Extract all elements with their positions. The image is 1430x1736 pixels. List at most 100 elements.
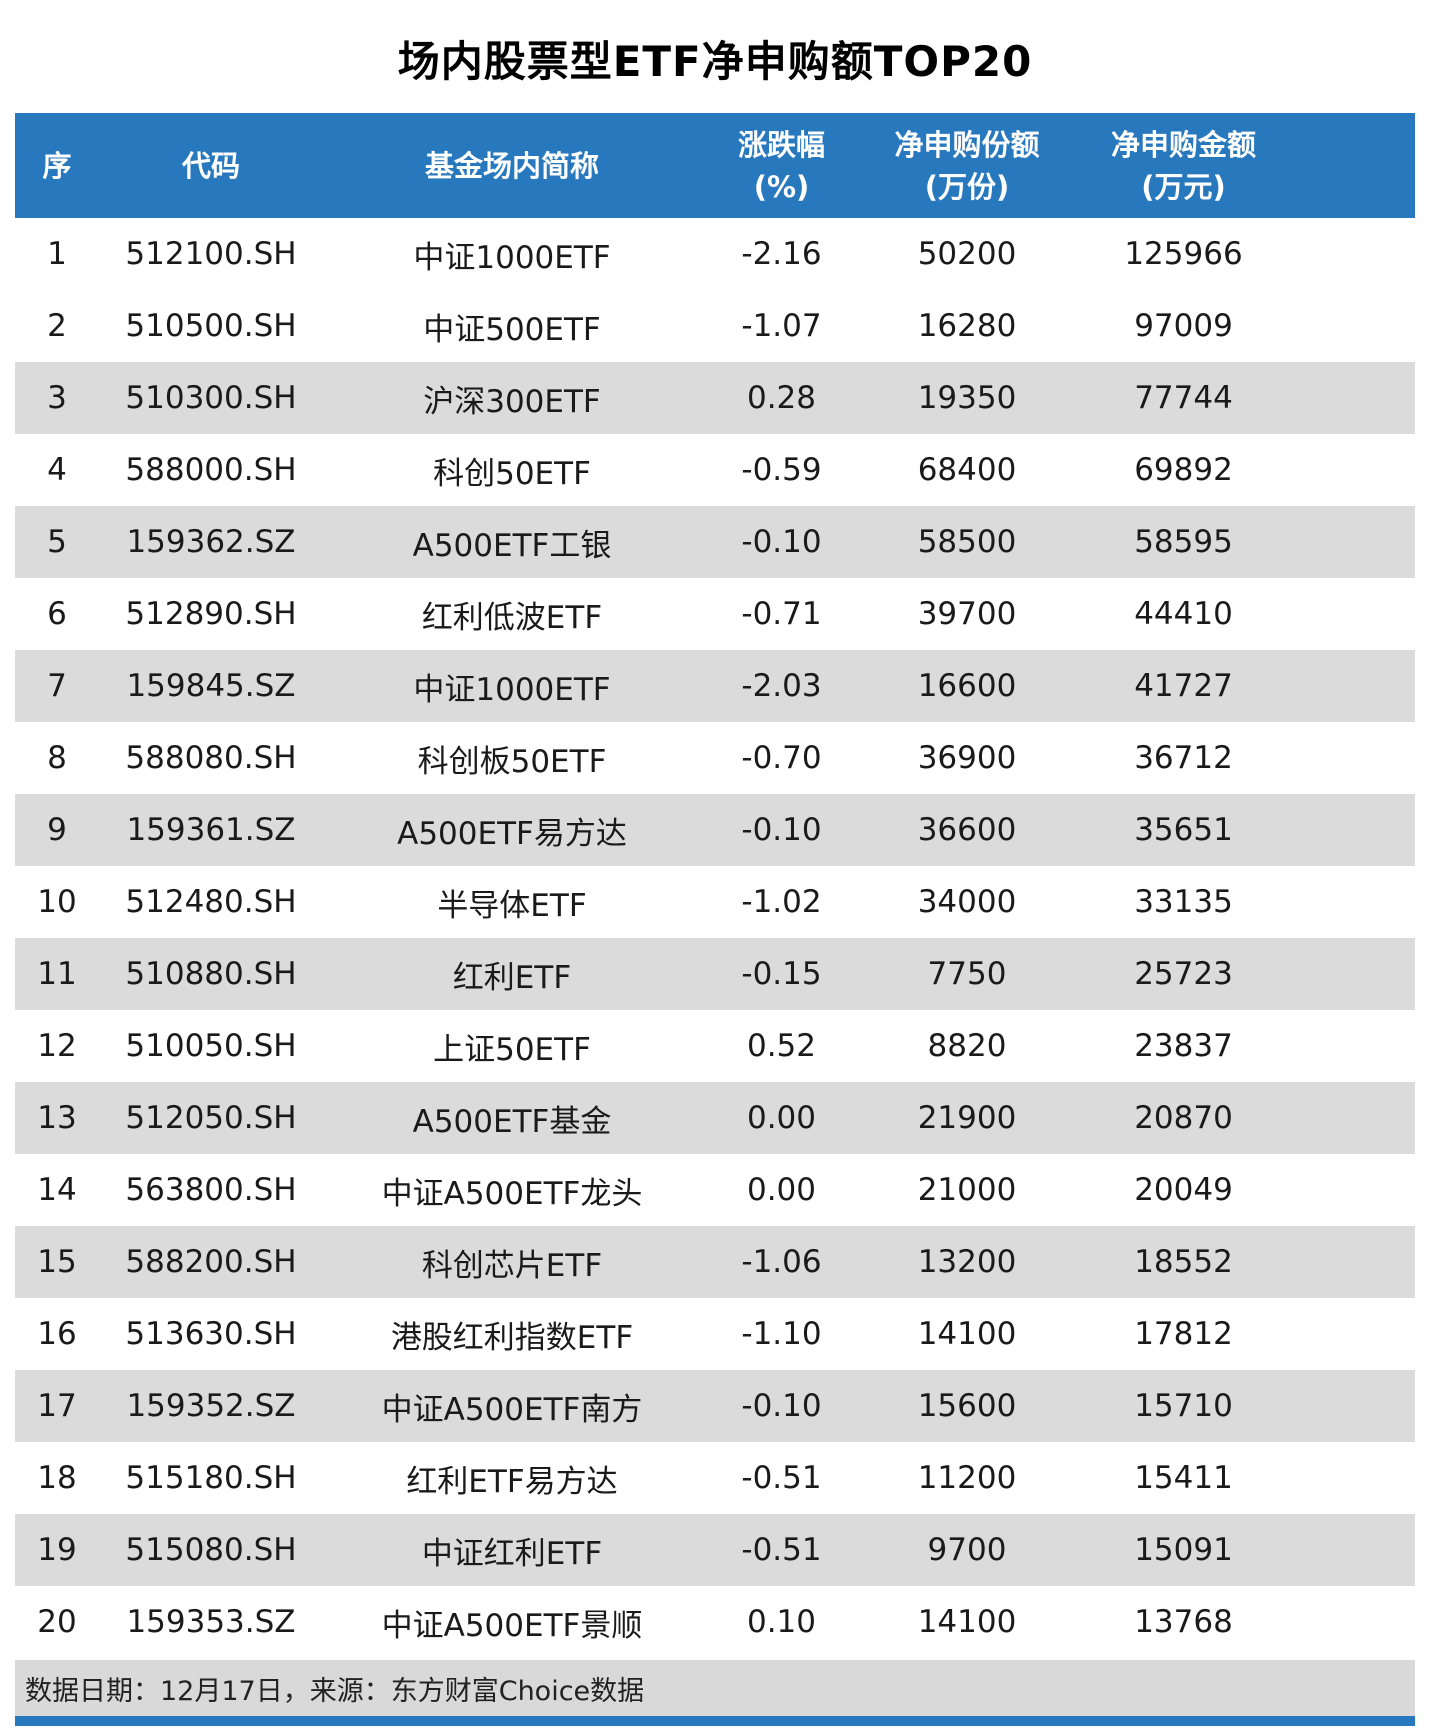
table-row: 2 510500.SH 中证500ETF -1.07 16280 97009 bbox=[15, 290, 1415, 362]
col-header-net-subscription-shares: 净申购份额 (万份) bbox=[862, 113, 1072, 218]
cell-change-pct: -0.51 bbox=[741, 1532, 822, 1568]
cell-code: 588080.SH bbox=[125, 740, 297, 776]
cell-shares: 16600 bbox=[917, 668, 1017, 704]
table-row: 10 512480.SH 半导体ETF -1.02 34000 33135 bbox=[15, 866, 1415, 938]
table-row: 12 510050.SH 上证50ETF 0.52 8820 23837 bbox=[15, 1010, 1415, 1082]
cell-change-pct: -0.10 bbox=[741, 812, 822, 848]
cell-change-pct: -0.71 bbox=[741, 596, 822, 632]
cell-rank: 8 bbox=[47, 740, 67, 776]
accent-divider bbox=[15, 1716, 1415, 1726]
cell-amount: 25723 bbox=[1134, 956, 1233, 992]
cell-rank: 9 bbox=[47, 812, 67, 848]
cell-fund-name: 红利ETF bbox=[452, 959, 572, 996]
cell-fund-name: A500ETF基金 bbox=[412, 1103, 612, 1140]
cell-amount: 41727 bbox=[1134, 668, 1233, 704]
cell-code: 510500.SH bbox=[125, 308, 297, 344]
table-row: 16 513630.SH 港股红利指数ETF -1.10 14100 17812 bbox=[15, 1298, 1415, 1370]
cell-shares: 36600 bbox=[917, 812, 1017, 848]
table-body: 1 512100.SH 中证1000ETF -2.16 50200 125966 2 5105… bbox=[15, 218, 1415, 1658]
cell-change-pct: -0.10 bbox=[741, 1388, 822, 1424]
cell-amount: 15411 bbox=[1134, 1460, 1233, 1496]
table-row: 13 512050.SH A500ETF基金 0.00 21900 20870 bbox=[15, 1082, 1415, 1154]
table-row: 15 588200.SH 科创芯片ETF -1.06 13200 18552 bbox=[15, 1226, 1415, 1298]
table-row: 6 512890.SH 红利低波ETF -0.71 39700 44410 bbox=[15, 578, 1415, 650]
table-row: 20 159353.SZ 中证A500ETF景顺 0.10 14100 13768 bbox=[15, 1586, 1415, 1658]
cell-rank: 10 bbox=[37, 884, 77, 920]
cell-amount: 13768 bbox=[1134, 1604, 1233, 1640]
table-header: 序 代码 基金场内简称 涨跌幅 (%) 净申购份额 (万份) 净申购金额 bbox=[15, 113, 1415, 218]
col-header-code: 代码 bbox=[99, 113, 323, 218]
cell-change-pct: -0.10 bbox=[741, 524, 822, 560]
cell-code: 510050.SH bbox=[125, 1028, 297, 1064]
cell-rank: 1 bbox=[47, 236, 67, 272]
cell-fund-name: A500ETF工银 bbox=[412, 527, 612, 564]
cell-fund-name: 沪深300ETF bbox=[423, 383, 601, 420]
col-header-rank: 序 bbox=[15, 113, 99, 218]
cell-code: 515080.SH bbox=[125, 1532, 297, 1568]
cell-change-pct: -1.07 bbox=[741, 308, 822, 344]
table-row: 4 588000.SH 科创50ETF -0.59 68400 69892 bbox=[15, 434, 1415, 506]
cell-amount: 58595 bbox=[1134, 524, 1233, 560]
table-row: 8 588080.SH 科创板50ETF -0.70 36900 36712 bbox=[15, 722, 1415, 794]
cell-rank: 6 bbox=[47, 596, 67, 632]
footer-note: 数据日期：12月17日，来源：东方财富Choice数据 bbox=[25, 1675, 645, 1707]
cell-shares: 21900 bbox=[917, 1100, 1017, 1136]
cell-change-pct: -0.15 bbox=[741, 956, 822, 992]
cell-code: 512480.SH bbox=[125, 884, 297, 920]
cell-rank: 5 bbox=[47, 524, 67, 560]
table-row: 17 159352.SZ 中证A500ETF南方 -0.10 15600 15710 bbox=[15, 1370, 1415, 1442]
cell-change-pct: -0.59 bbox=[741, 452, 822, 488]
header-row: 序 代码 基金场内简称 涨跌幅 (%) 净申购份额 (万份) 净申购金额 bbox=[15, 113, 1415, 218]
col-header-fund-name: 基金场内简称 bbox=[323, 113, 701, 218]
cell-rank: 2 bbox=[47, 308, 67, 344]
cell-fund-name: 中证A500ETF南方 bbox=[381, 1391, 643, 1428]
cell-rank: 19 bbox=[37, 1532, 77, 1568]
cell-fund-name: 中证A500ETF景顺 bbox=[381, 1607, 643, 1644]
cell-code: 515180.SH bbox=[125, 1460, 297, 1496]
table-row: 14 563800.SH 中证A500ETF龙头 0.00 21000 20049 bbox=[15, 1154, 1415, 1226]
cell-code: 510880.SH bbox=[125, 956, 297, 992]
cell-amount: 20049 bbox=[1134, 1172, 1233, 1208]
cell-change-pct: 0.00 bbox=[746, 1100, 817, 1136]
cell-rank: 18 bbox=[37, 1460, 77, 1496]
cell-rank: 3 bbox=[47, 380, 67, 416]
cell-amount: 77744 bbox=[1134, 380, 1233, 416]
table-row: 11 510880.SH 红利ETF -0.15 7750 25723 bbox=[15, 938, 1415, 1010]
cell-fund-name: 科创50ETF bbox=[433, 455, 591, 492]
etf-table: 序 代码 基金场内简称 涨跌幅 (%) 净申购份额 (万份) 净申购金额 bbox=[15, 113, 1415, 1658]
cell-fund-name: A500ETF易方达 bbox=[397, 815, 627, 852]
table-row: 3 510300.SH 沪深300ETF 0.28 19350 77744 bbox=[15, 362, 1415, 434]
cell-amount: 69892 bbox=[1134, 452, 1233, 488]
cell-shares: 58500 bbox=[917, 524, 1017, 560]
cell-change-pct: -1.10 bbox=[741, 1316, 822, 1352]
cell-fund-name: 中证1000ETF bbox=[413, 239, 611, 276]
cell-amount: 23837 bbox=[1134, 1028, 1233, 1064]
cell-amount: 15091 bbox=[1134, 1532, 1233, 1568]
cell-code: 159361.SZ bbox=[126, 812, 296, 848]
cell-change-pct: 0.28 bbox=[746, 380, 817, 416]
cell-amount: 35651 bbox=[1134, 812, 1233, 848]
cell-code: 512050.SH bbox=[125, 1100, 297, 1136]
cell-amount: 36712 bbox=[1134, 740, 1233, 776]
cell-shares: 11200 bbox=[917, 1460, 1017, 1496]
cell-amount: 15710 bbox=[1134, 1388, 1233, 1424]
cell-rank: 13 bbox=[37, 1100, 77, 1136]
table-row: 19 515080.SH 中证红利ETF -0.51 9700 15091 bbox=[15, 1514, 1415, 1586]
cell-rank: 15 bbox=[37, 1244, 77, 1280]
cell-change-pct: 0.52 bbox=[746, 1028, 817, 1064]
cell-shares: 50200 bbox=[917, 236, 1017, 272]
cell-rank: 16 bbox=[37, 1316, 77, 1352]
table-row: 5 159362.SZ A500ETF工银 -0.10 58500 58595 bbox=[15, 506, 1415, 578]
cell-shares: 7750 bbox=[927, 956, 1007, 992]
cell-shares: 21000 bbox=[917, 1172, 1017, 1208]
cell-rank: 12 bbox=[37, 1028, 77, 1064]
cell-amount: 125966 bbox=[1124, 236, 1243, 272]
table-row: 7 159845.SZ 中证1000ETF -2.03 16600 41727 bbox=[15, 650, 1415, 722]
cell-amount: 17812 bbox=[1134, 1316, 1233, 1352]
table-row: 1 512100.SH 中证1000ETF -2.16 50200 125966 bbox=[15, 218, 1415, 290]
cell-rank: 7 bbox=[47, 668, 67, 704]
cell-shares: 8820 bbox=[927, 1028, 1007, 1064]
cell-shares: 16280 bbox=[917, 308, 1017, 344]
cell-code: 159845.SZ bbox=[126, 668, 296, 704]
cell-shares: 36900 bbox=[917, 740, 1017, 776]
